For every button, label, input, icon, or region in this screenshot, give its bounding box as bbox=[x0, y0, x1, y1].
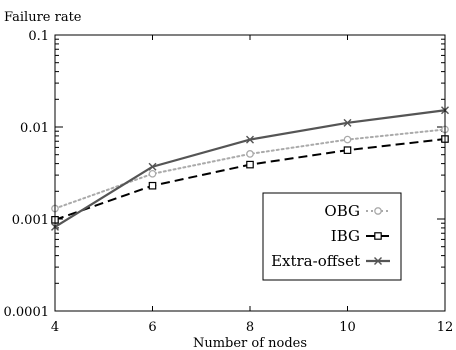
tick-labels: 4 6 8 10 12 0.0001 0.001 0.01 0.1 bbox=[4, 29, 454, 335]
series-layer bbox=[51, 106, 449, 231]
x-axis-label: Number of nodes bbox=[193, 336, 307, 350]
data-point bbox=[148, 169, 157, 178]
legend-label: IBG bbox=[331, 227, 360, 245]
x-tick-label: 6 bbox=[148, 320, 156, 335]
y-tick-label: 0.01 bbox=[20, 121, 49, 136]
legend-swatch-marker bbox=[374, 207, 382, 215]
y-tick-label: 0.1 bbox=[28, 29, 49, 44]
legend-swatch-marker bbox=[374, 232, 382, 240]
y-axis-label: Failure rate bbox=[4, 10, 82, 25]
series-line bbox=[54, 128, 446, 210]
data-point bbox=[148, 162, 157, 171]
x-tick-label: 10 bbox=[339, 320, 356, 335]
legend-swatch-marker bbox=[374, 257, 382, 265]
legend-label: OBG bbox=[324, 202, 360, 220]
data-point bbox=[343, 118, 352, 127]
data-point bbox=[343, 146, 352, 154]
x-tick-label: 4 bbox=[51, 320, 59, 335]
data-point bbox=[246, 135, 254, 144]
y-tick-label: 0.0001 bbox=[4, 305, 50, 320]
data-point bbox=[246, 160, 254, 169]
x-tick-label: 8 bbox=[246, 320, 254, 335]
series-obg bbox=[51, 125, 449, 213]
data-point bbox=[343, 135, 352, 144]
data-point bbox=[246, 150, 254, 158]
plot-frame bbox=[54, 34, 446, 312]
legend-label: Extra-offset bbox=[271, 252, 360, 270]
x-tick-label: 12 bbox=[437, 320, 454, 335]
data-point bbox=[148, 181, 157, 190]
legend: OBG IBG Extra-offset bbox=[262, 192, 402, 281]
y-tick-label: 0.001 bbox=[12, 213, 49, 228]
